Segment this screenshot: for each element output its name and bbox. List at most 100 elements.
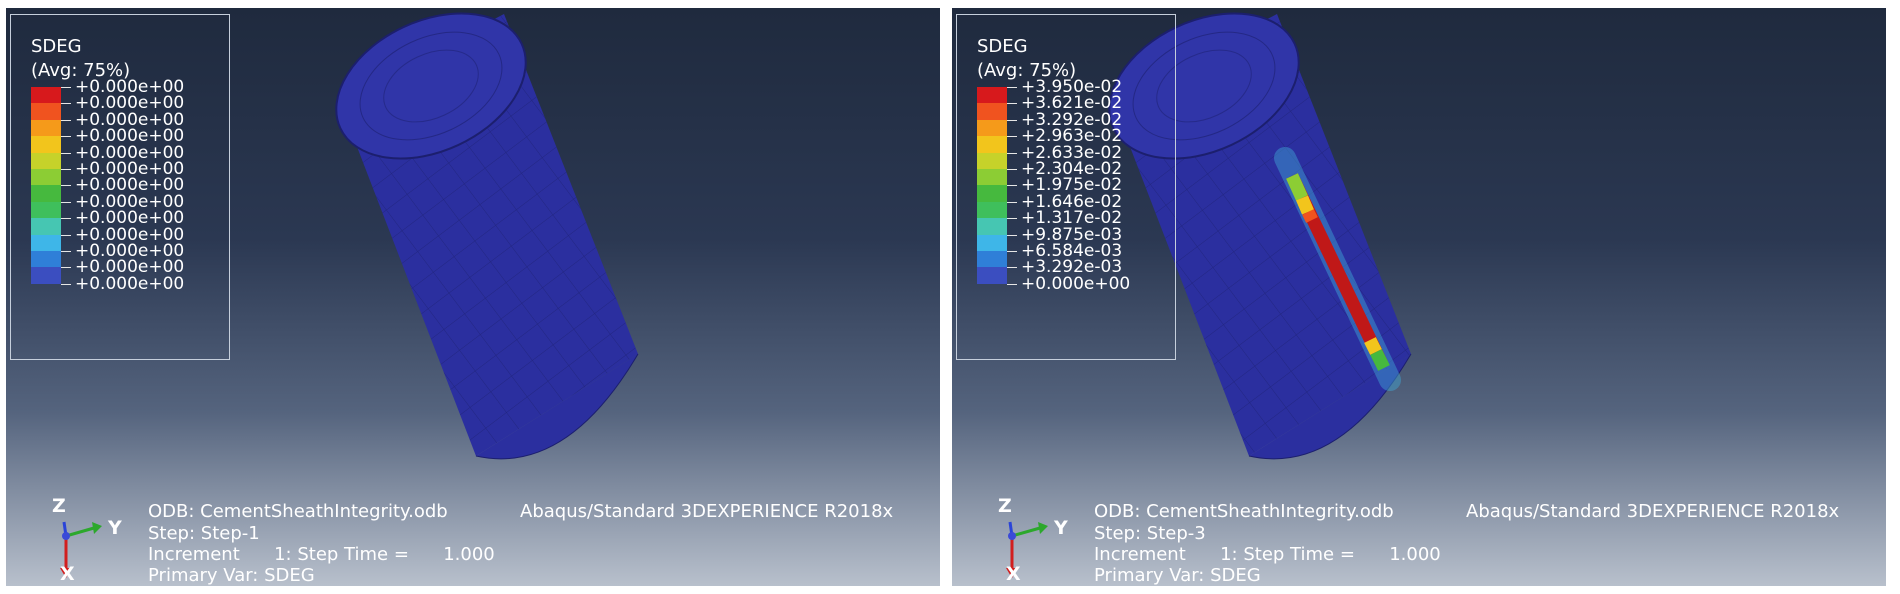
triad-y-label: Y: [1054, 517, 1068, 539]
legend-row: +0.000e+00: [31, 126, 226, 156]
primary-variable: Primary Var: SDEG: [148, 565, 315, 586]
legend-swatch: [977, 234, 1007, 252]
legend-value: +0.000e+00: [75, 241, 185, 261]
legend-row: +0.000e+00: [31, 208, 226, 238]
triad-arrows: [60, 521, 102, 578]
odb-name: ODB: CementSheathIntegrity.odb: [1094, 501, 1394, 522]
legend-tick: [1007, 152, 1017, 154]
legend-swatch: [977, 251, 1007, 268]
legend-swatch: [31, 185, 61, 203]
legend-tick: [61, 103, 71, 105]
legend-swatch: [977, 152, 1007, 170]
legend-tick: [1007, 119, 1017, 121]
legend-tick: [1007, 87, 1017, 88]
legend-tick: [1007, 201, 1017, 203]
legend-value: +0.000e+00: [75, 224, 185, 245]
legend-row: +1.317e-02: [977, 208, 1172, 238]
legend-averaging: (Avg: 75%): [977, 60, 1077, 81]
legend-swatch: [31, 267, 61, 285]
axis-triad: Z Y X: [992, 492, 1072, 584]
solver-version: Abaqus/Standard 3DEXPERIENCE R2018x: [520, 501, 894, 522]
legend-row: +0.000e+00: [31, 77, 226, 107]
odb-name: ODB: CementSheathIntegrity.odb: [148, 501, 448, 522]
legend-tick: [61, 283, 71, 285]
legend-value: +3.292e-03: [1021, 257, 1123, 278]
legend-value: +1.646e-02: [1021, 191, 1123, 212]
legend-tick: [1007, 185, 1017, 187]
legend-value: +0.000e+00: [75, 93, 185, 114]
legend-row: +0.000e+00: [31, 143, 226, 173]
legend-swatch: [31, 103, 61, 121]
cylinder-model[interactable]: [952, 8, 1886, 586]
triad-x-label: X: [1006, 563, 1021, 585]
cylinder-body: [335, 12, 639, 460]
legend-swatch: [977, 201, 1007, 219]
legend-row: +0.000e+00: [31, 274, 226, 304]
legend-tick: [61, 267, 71, 269]
legend-value: +0.000e+00: [75, 126, 185, 147]
legend-value: +1.975e-02: [1021, 175, 1123, 196]
legend-swatch: [977, 169, 1007, 186]
legend-tick: [1007, 283, 1017, 285]
legend-swatch: [31, 169, 61, 186]
legend-tick: [61, 251, 71, 252]
legend-swatch: [977, 87, 1007, 104]
legend-swatch: [31, 201, 61, 219]
legend-tick: [61, 119, 71, 121]
legend-value: +2.633e-02: [1021, 142, 1123, 163]
legend-row: +0.000e+00: [31, 93, 226, 123]
legend-value: +0.000e+00: [75, 109, 185, 130]
legend-variable: SDEG: [31, 36, 82, 57]
legend-tick: [61, 185, 71, 187]
legend-value: +0.000e+00: [75, 208, 185, 229]
legend-row: +0.000e+00: [977, 274, 1172, 304]
legend-averaging: (Avg: 75%): [31, 60, 131, 81]
legend-swatch: [977, 119, 1007, 137]
legend-tick: [61, 234, 71, 236]
legend-value: +3.292e-02: [1021, 109, 1123, 130]
legend-tick: [1007, 169, 1017, 170]
legend-value: +2.304e-02: [1021, 159, 1123, 179]
legend-value: +0.000e+00: [1021, 273, 1131, 294]
legend-swatch: [977, 218, 1007, 236]
legend-swatch: [31, 218, 61, 236]
legend-swatch: [977, 103, 1007, 121]
legend-row: +9.875e-03: [977, 225, 1172, 255]
primary-variable: Primary Var: SDEG: [1094, 565, 1261, 586]
legend-row: +0.000e+00: [31, 225, 226, 255]
legend-value: +9.875e-03: [1021, 224, 1123, 245]
legend-row: +1.975e-02: [977, 175, 1172, 205]
legend-tick: [61, 201, 71, 203]
legend-value: +0.000e+00: [75, 77, 185, 97]
legend-swatch: [31, 119, 61, 137]
legend-swatch: [31, 87, 61, 104]
legend-row: +3.292e-03: [977, 257, 1172, 287]
contour-legend: SDEG (Avg: 75%) +3.950e-02 +3.621e-02 +3.2…: [956, 14, 1176, 360]
cylinder-model[interactable]: [6, 8, 940, 586]
legend-value: +6.584e-03: [1021, 241, 1123, 261]
viewport-left[interactable]: SDEG (Avg: 75%) +0.000e+00 +0.000e+00 +0.0…: [6, 8, 940, 586]
triad-y-label: Y: [108, 517, 122, 539]
increment-info: Increment 1: Step Time = 1.000: [148, 544, 495, 565]
legend-value: +3.950e-02: [1021, 77, 1123, 97]
legend-row: +0.000e+00: [31, 175, 226, 205]
legend-tick: [61, 136, 71, 138]
legend-row: +0.000e+00: [31, 257, 226, 287]
legend-value: +0.000e+00: [75, 273, 185, 294]
legend-swatch: [31, 234, 61, 252]
legend-swatch: [977, 267, 1007, 285]
legend-row: +2.963e-02: [977, 126, 1172, 156]
viewport-right[interactable]: SDEG (Avg: 75%) +3.950e-02 +3.621e-02 +3.2…: [952, 8, 1886, 586]
step-name: Step: Step-3: [1094, 523, 1206, 544]
increment-info: Increment 1: Step Time = 1.000: [1094, 544, 1441, 565]
contour-legend: SDEG (Avg: 75%) +0.000e+00 +0.000e+00 +0.0…: [10, 14, 230, 360]
legend-tick: [1007, 218, 1017, 220]
legend-value: +3.621e-02: [1021, 93, 1123, 114]
legend-value: +0.000e+00: [75, 159, 185, 179]
legend-value: +2.963e-02: [1021, 126, 1123, 147]
legend-tick: [61, 152, 71, 154]
legend-row: +1.646e-02: [977, 192, 1172, 222]
legend-row: +2.304e-02: [977, 159, 1172, 189]
cylinder-body: [1108, 12, 1412, 460]
legend-row: +0.000e+00: [31, 159, 226, 189]
